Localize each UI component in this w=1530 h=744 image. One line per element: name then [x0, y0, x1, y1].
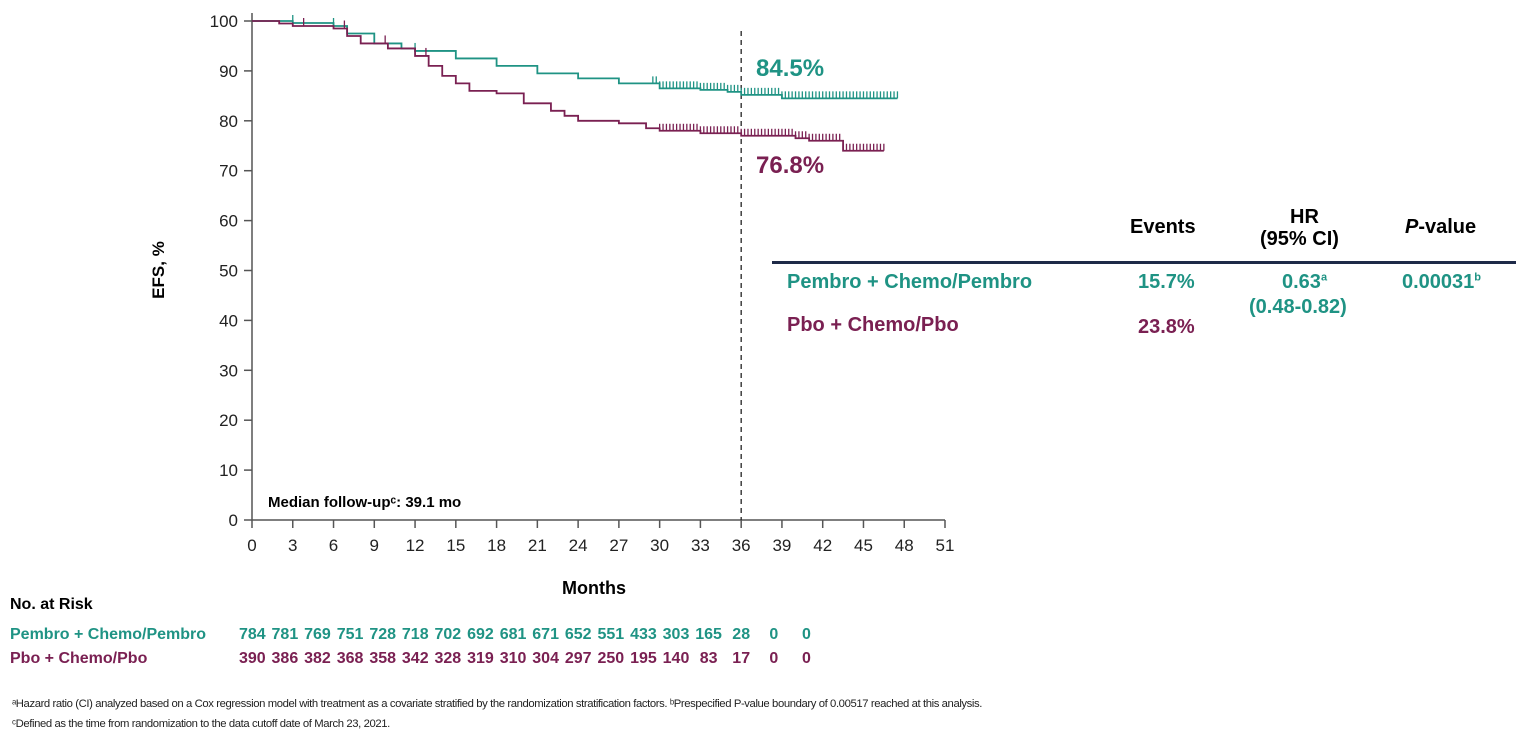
risk-value: 551 [597, 626, 625, 643]
ci-header: (95% CI) [1260, 228, 1339, 250]
risk-value: 165 [695, 626, 722, 643]
risk-value: 0 [769, 626, 779, 643]
x-tick-label: 48 [895, 536, 914, 555]
risk-value: 304 [532, 650, 559, 667]
y-tick-label: 40 [219, 311, 238, 330]
x-tick-label: 9 [370, 536, 379, 555]
y-tick-label: 10 [219, 461, 238, 480]
risk-value: 0 [801, 626, 811, 643]
risk-value: 140 [662, 650, 690, 667]
risk-value: 368 [336, 650, 364, 667]
y-axis-label: EFS, % [148, 241, 168, 299]
pembro-36mo-label: 84.5% [756, 55, 825, 82]
y-tick-label: 90 [219, 62, 238, 81]
risk-value: 728 [369, 626, 397, 643]
x-tick-label: 3 [288, 536, 297, 555]
risk-value: 0 [769, 650, 779, 667]
risk-value: 83 [699, 650, 718, 667]
risk-value: 390 [238, 650, 266, 667]
events-value: 23.8% [1138, 316, 1195, 338]
y-tick-label: 0 [229, 511, 238, 530]
x-axis-label: Months [562, 578, 626, 598]
events-value: 15.7% [1138, 271, 1195, 293]
x-tick-label: 15 [446, 536, 465, 555]
risk-value: 358 [369, 650, 397, 667]
risk-value: 382 [304, 650, 331, 667]
footnote: ᵃHazard ratio (CI) analyzed based on a C… [12, 698, 983, 710]
risk-title: No. at Risk [10, 596, 93, 613]
risk-value: 319 [467, 650, 494, 667]
table-row-arm: Pbo + Chemo/Pbo [787, 314, 959, 336]
y-tick-label: 100 [210, 12, 238, 31]
risk-values-pembro: 784 781 769 751 728 718 702 692 681 671 652 551 433 3… [236, 626, 823, 644]
risk-value: 692 [467, 626, 494, 643]
x-tick-label: 33 [691, 536, 710, 555]
x-tick-label: 0 [247, 536, 256, 555]
risk-value: 652 [564, 626, 592, 643]
risk-value: 671 [532, 626, 559, 643]
risk-value: 769 [304, 626, 331, 643]
risk-value: 433 [630, 626, 657, 643]
risk-value: 250 [597, 650, 625, 667]
pbo-36mo-label: 76.8% [756, 152, 825, 179]
risk-value: 386 [271, 650, 299, 667]
risk-value: 297 [564, 650, 592, 667]
p-value: 0.00031b [1402, 271, 1482, 293]
risk-arm: Pbo + Chemo/Pbo [10, 650, 148, 667]
hr-value: 0.63a [1282, 271, 1328, 293]
risk-value: 17 [732, 650, 751, 667]
x-tick-label: 21 [528, 536, 547, 555]
risk-values-pbo: 390 386 382 368 358 342 328 319 310 304 297 250 195 1… [236, 650, 823, 668]
x-tick-label: 18 [487, 536, 506, 555]
ci-value: (0.48-0.82) [1249, 296, 1347, 318]
x-tick-label: 27 [609, 536, 628, 555]
risk-value: 702 [434, 626, 462, 643]
table-rule [772, 261, 1516, 264]
risk-value: 718 [401, 626, 429, 643]
risk-value: 310 [499, 650, 527, 667]
median-follow-up: Median follow-upᶜ: 39.1 mo [268, 494, 462, 511]
p-header: P-value [1405, 216, 1477, 238]
y-tick-label: 60 [219, 212, 238, 231]
risk-value: 781 [271, 626, 299, 643]
risk-value: 342 [401, 650, 429, 667]
y-tick-label: 70 [219, 162, 238, 181]
x-tick-label: 42 [813, 536, 832, 555]
x-tick-label: 12 [406, 536, 425, 555]
risk-arm: Pembro + Chemo/Pembro [10, 626, 207, 643]
y-tick-label: 30 [219, 361, 238, 380]
x-tick-label: 24 [569, 536, 588, 555]
risk-value: 28 [732, 626, 751, 643]
y-tick-label: 50 [219, 262, 238, 281]
y-tick-label: 80 [219, 112, 238, 131]
risk-value: 195 [630, 650, 657, 667]
footnote: ᶜDefined as the time from randomization … [12, 718, 390, 730]
events-header: Events [1130, 216, 1196, 238]
risk-value: 784 [238, 626, 266, 643]
risk-value: 0 [801, 650, 811, 667]
risk-value: 303 [662, 626, 690, 643]
x-tick-label: 30 [650, 536, 669, 555]
risk-value: 681 [499, 626, 527, 643]
risk-value: 751 [336, 626, 364, 643]
x-tick-label: 39 [772, 536, 791, 555]
x-tick-label: 6 [329, 536, 338, 555]
x-tick-label: 51 [936, 536, 955, 555]
x-tick-label: 36 [732, 536, 751, 555]
hr-header: HR [1290, 206, 1319, 228]
table-row-arm: Pembro + Chemo/Pembro [787, 271, 1033, 293]
x-tick-label: 45 [854, 536, 873, 555]
risk-value: 328 [434, 650, 462, 667]
y-tick-label: 20 [219, 411, 238, 430]
